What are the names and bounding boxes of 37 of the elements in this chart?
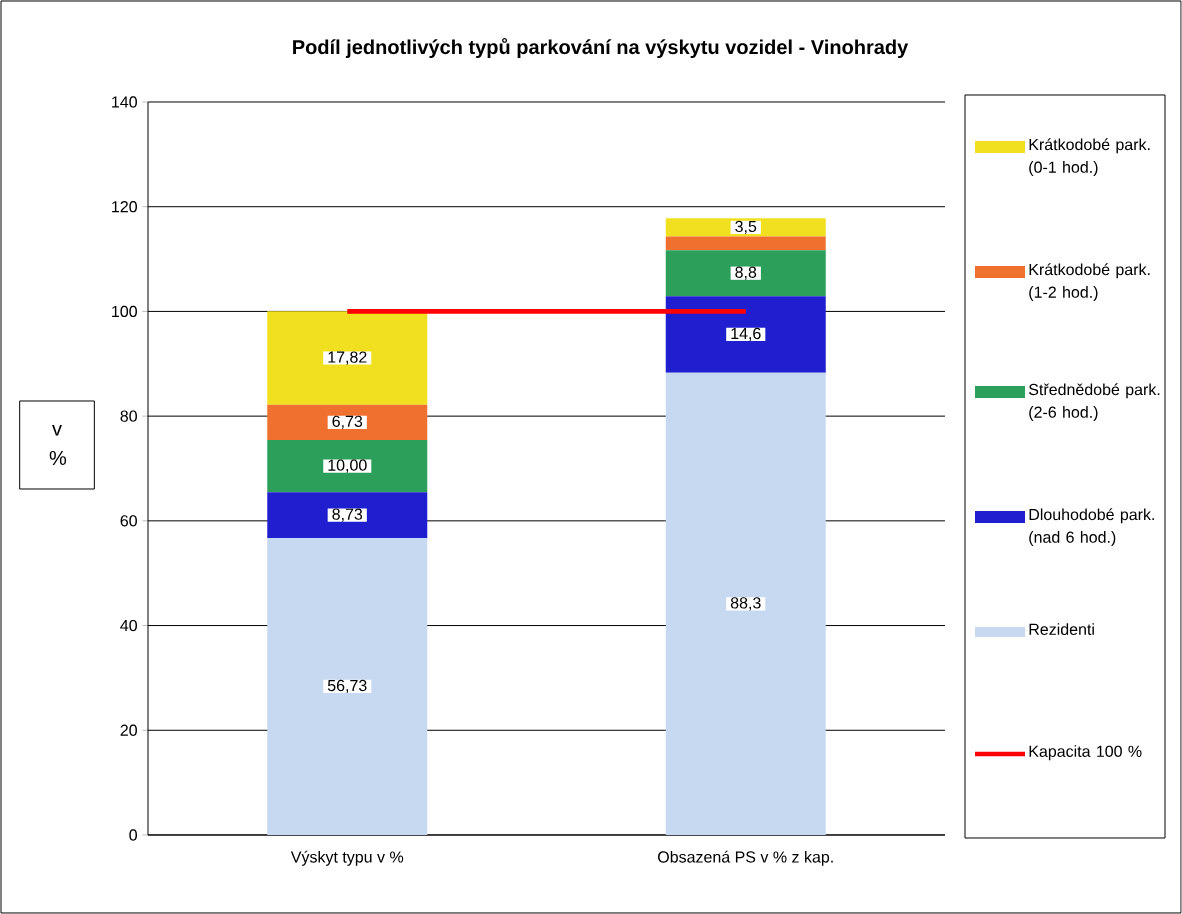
data-label: 3,5 bbox=[735, 220, 757, 234]
bar bbox=[665, 250, 826, 297]
bar bbox=[665, 218, 826, 237]
bar bbox=[665, 296, 826, 373]
legend-label: Krátkodobé park. (0-1 hod.) bbox=[1029, 138, 1150, 177]
bar bbox=[267, 311, 428, 405]
chart-title: Podíl jednotlivých typů parkování na výskytu vozidel - Vinohrady bbox=[293, 37, 909, 59]
data-label: 17,82 bbox=[328, 351, 367, 365]
legend-label: Rezidenti bbox=[1029, 623, 1094, 635]
data-label: 8,8 bbox=[735, 266, 757, 280]
legend-label: Kapacita 100 % bbox=[1029, 745, 1142, 761]
data-label: 56,73 bbox=[327, 679, 367, 694]
y-tick-label: 0 bbox=[129, 829, 137, 841]
y-tick-label: 20 bbox=[120, 724, 137, 736]
x-tick-label: Výskyt typu v % bbox=[290, 850, 404, 866]
y-tick-label: 100 bbox=[112, 305, 137, 318]
bar bbox=[267, 404, 428, 440]
bar bbox=[665, 372, 826, 835]
legend-label: Krátkodobé park. (1-2 hod.) bbox=[1029, 263, 1150, 302]
legend-label: Dlouhodobé park. (nad 6 hod.) bbox=[1029, 508, 1154, 546]
y-tick-label: 120 bbox=[112, 201, 137, 213]
data-label: 88,3 bbox=[730, 597, 761, 611]
y-axis-title: v % bbox=[49, 424, 67, 465]
data-label: 10,00 bbox=[328, 459, 367, 473]
y-tick-label: 40 bbox=[120, 619, 137, 632]
y-tick-label: 80 bbox=[120, 410, 137, 422]
bar bbox=[267, 492, 428, 538]
bar bbox=[267, 537, 428, 835]
data-label: 8,73 bbox=[332, 508, 363, 522]
x-tick-label: Obsazená PS v % z kap. bbox=[658, 850, 833, 866]
y-tick-label: 140 bbox=[112, 96, 137, 108]
bar bbox=[267, 439, 428, 493]
legend-label: Střednědobé park. (2-6 hod.) bbox=[1029, 383, 1160, 421]
y-tick-label: 60 bbox=[120, 515, 137, 527]
data-label: 14,6 bbox=[731, 327, 761, 342]
data-label: 6,73 bbox=[332, 415, 363, 429]
bar bbox=[665, 236, 826, 251]
